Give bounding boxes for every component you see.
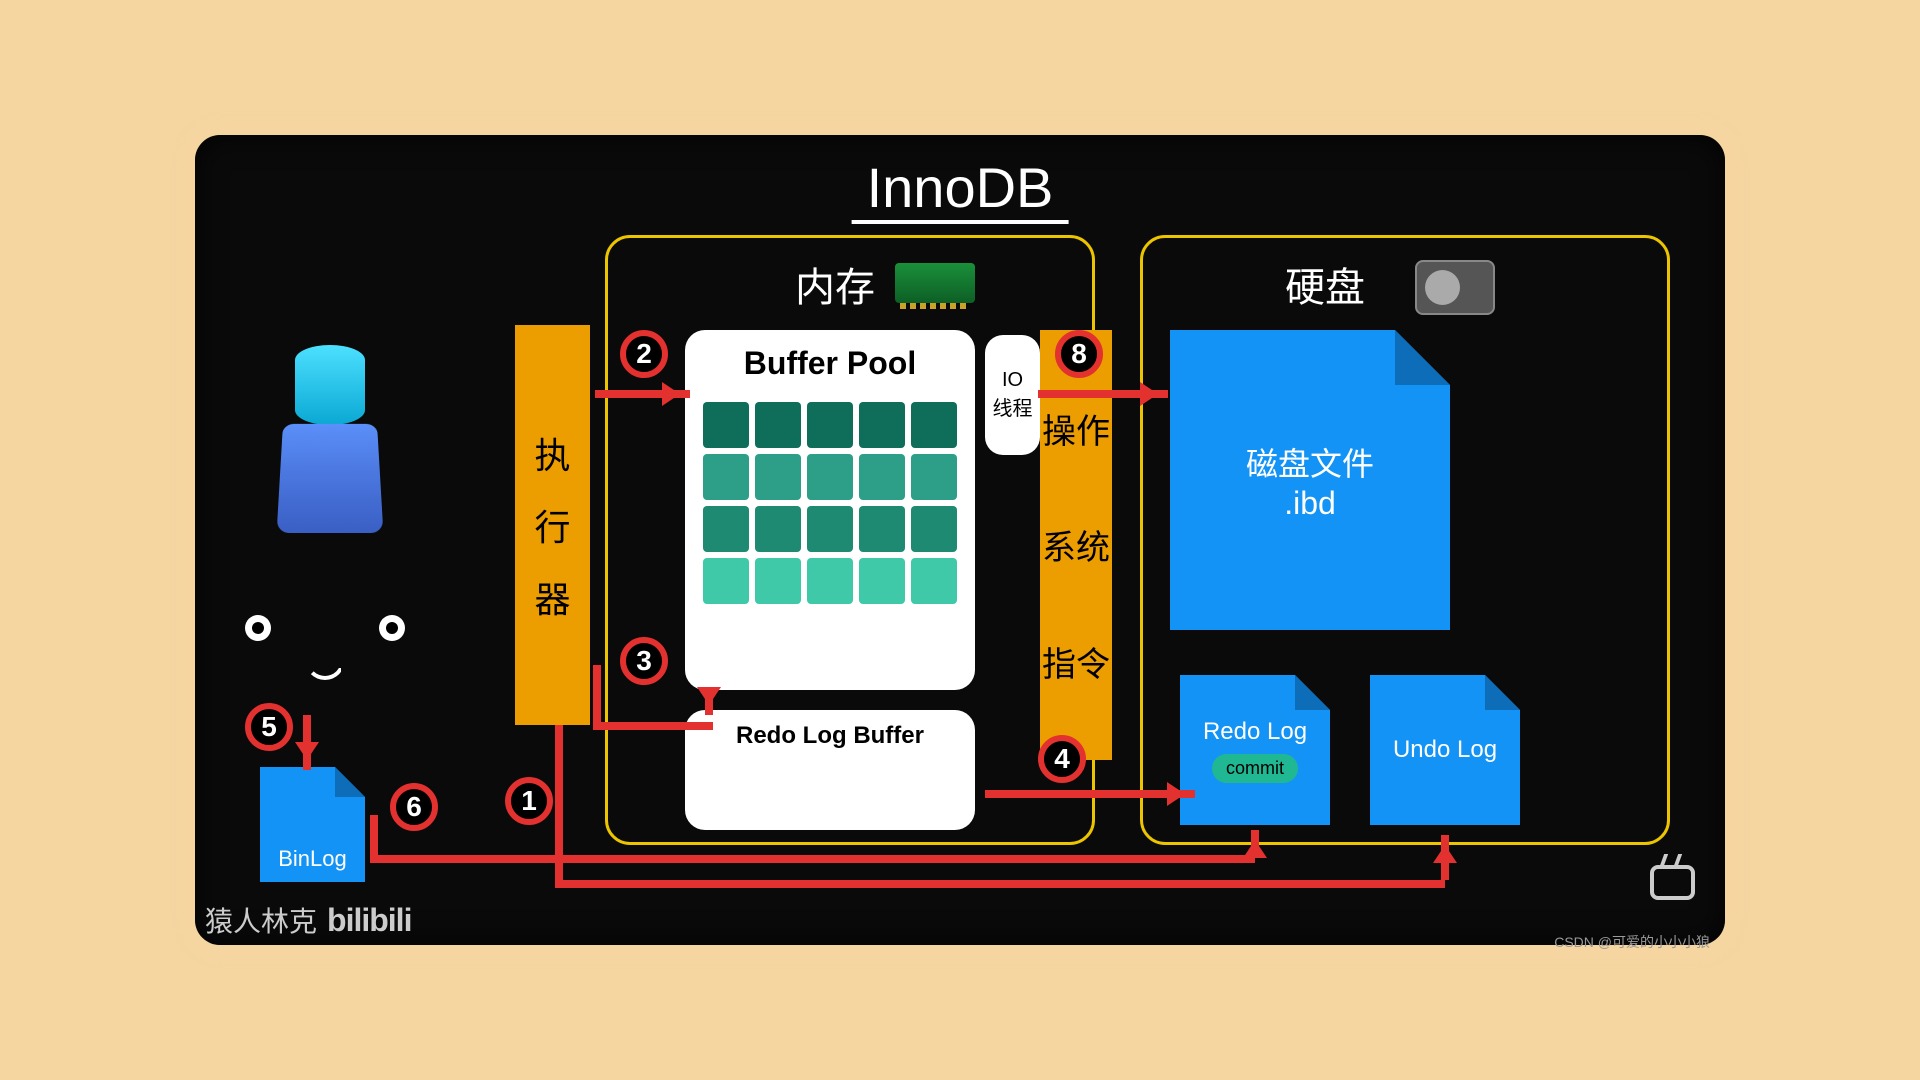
redo-log-buffer: Redo Log Buffer: [685, 710, 975, 830]
diagram-canvas: InnoDB 内存 硬盘 执 行 器 Buffer Pool IO 线程 Red…: [195, 135, 1725, 945]
pool-cell: [911, 558, 957, 604]
buffer-pool-grid: [685, 382, 975, 614]
arrow-6a: [370, 815, 378, 855]
arrow-8: [1038, 390, 1168, 398]
ibd-label: 磁盘文件: [1246, 439, 1374, 485]
hdd-icon: [1415, 260, 1495, 315]
watermark-left: 猿人林克 bilibili: [205, 900, 411, 940]
ibd-file: 磁盘文件 .ibd: [1170, 330, 1450, 630]
pool-cell: [911, 402, 957, 448]
main-title: InnoDB: [852, 155, 1069, 224]
ram-icon: [895, 263, 975, 303]
watermark-right: CSDN @可爱的小小小狼: [1554, 932, 1710, 952]
os-cmd-line: 操作: [1042, 404, 1110, 453]
pool-cell: [859, 454, 905, 500]
arrow-1b: [555, 880, 1445, 888]
bilibili-logo: bilibili: [327, 902, 411, 939]
buffer-pool: Buffer Pool: [685, 330, 975, 690]
undo-log-label: Undo Log: [1393, 736, 1497, 764]
executor-char: 执: [534, 427, 570, 479]
pool-cell: [807, 402, 853, 448]
commit-badge: commit: [1212, 754, 1298, 783]
pool-cell: [911, 506, 957, 552]
database-icon: [260, 415, 400, 535]
arrow-5: [303, 715, 311, 770]
arrow-6c: [1251, 830, 1259, 855]
tv-icon: [1650, 865, 1695, 900]
pool-cell: [807, 506, 853, 552]
arrow-3: [593, 665, 601, 730]
io-thread: IO 线程: [985, 335, 1040, 455]
step-badge-8: 8: [1055, 330, 1103, 378]
pool-cell: [859, 506, 905, 552]
memory-label: 内存: [795, 255, 875, 313]
pool-cell: [755, 454, 801, 500]
arrow-1c: [1441, 835, 1449, 880]
io-thread-label: IO: [1002, 369, 1023, 392]
pool-cell: [755, 402, 801, 448]
pool-cell: [859, 402, 905, 448]
step-badge-6: 6: [390, 783, 438, 831]
executor-char: 器: [534, 571, 570, 623]
binlog-file: BinLog: [260, 767, 365, 882]
step-badge-1: 1: [505, 777, 553, 825]
pool-cell: [703, 558, 749, 604]
arrow-3b: [705, 695, 713, 715]
arrow-2: [595, 390, 690, 398]
ibd-ext: .ibd: [1284, 485, 1336, 522]
pool-cell: [755, 558, 801, 604]
buffer-pool-title: Buffer Pool: [685, 345, 975, 382]
pool-cell: [755, 506, 801, 552]
binlog-label: BinLog: [278, 846, 347, 872]
pool-cell: [703, 402, 749, 448]
arrow-4: [985, 790, 1195, 798]
pool-cell: [859, 558, 905, 604]
face-icon: [245, 615, 405, 675]
executor-block: 执 行 器: [515, 325, 590, 725]
redo-log-label: Redo Log: [1203, 718, 1307, 746]
redo-log-file: Redo Log commit: [1180, 675, 1330, 825]
io-thread-label: 线程: [993, 392, 1033, 421]
redo-buffer-title: Redo Log Buffer: [685, 722, 975, 750]
step-badge-3: 3: [620, 637, 668, 685]
pool-cell: [807, 454, 853, 500]
pool-cell: [807, 558, 853, 604]
undo-log-file: Undo Log: [1370, 675, 1520, 825]
executor-char: 行: [534, 499, 570, 551]
pool-cell: [911, 454, 957, 500]
step-badge-5: 5: [245, 703, 293, 751]
step-badge-4: 4: [1038, 735, 1086, 783]
author-name: 猿人林克: [205, 900, 317, 940]
disk-label: 硬盘: [1285, 255, 1365, 313]
pool-cell: [703, 454, 749, 500]
arrow-3c: [593, 722, 713, 730]
step-badge-2: 2: [620, 330, 668, 378]
os-cmd-line: 指令: [1042, 637, 1110, 686]
os-cmd-line: 系统: [1042, 520, 1110, 569]
arrow-6b: [370, 855, 1255, 863]
pool-cell: [703, 506, 749, 552]
